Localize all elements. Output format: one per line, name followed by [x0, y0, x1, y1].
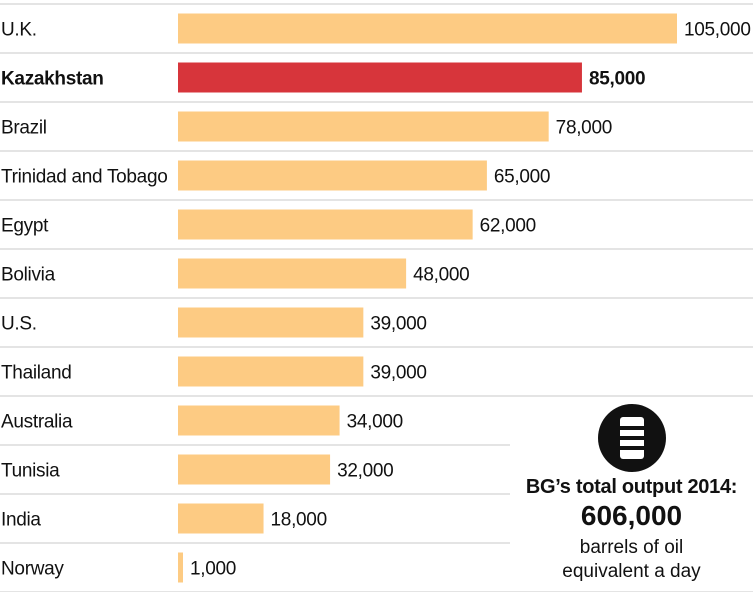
bar-india	[178, 503, 264, 534]
value-label: 39,000	[370, 363, 426, 384]
category-label: Kazakhstan	[1, 69, 104, 90]
category-label: Thailand	[1, 363, 71, 384]
category-label: Brazil	[1, 118, 47, 139]
bar-kazakhstan	[178, 62, 582, 93]
oil-barrel-icon	[598, 404, 666, 472]
category-label: Bolivia	[1, 265, 56, 286]
value-label: 39,000	[370, 314, 426, 335]
bar-u-s-	[178, 307, 364, 338]
category-label: Egypt	[1, 216, 49, 237]
category-label: Australia	[1, 412, 73, 433]
bar-norway	[178, 552, 183, 583]
value-label: 105,000	[684, 20, 751, 41]
value-label: 62,000	[480, 216, 536, 237]
bar-u-k-	[178, 13, 677, 44]
bar-brazil	[178, 111, 549, 142]
category-label: Norway	[1, 559, 64, 580]
value-label: 85,000	[589, 69, 645, 90]
value-label: 34,000	[347, 412, 403, 433]
bar-australia	[178, 405, 340, 436]
value-label: 48,000	[413, 265, 469, 286]
bar-tunisia	[178, 454, 331, 485]
callout-description-line1: barrels of oil	[579, 537, 684, 558]
value-label: 78,000	[556, 118, 612, 139]
callout-description-line2: equivalent a day	[562, 561, 701, 582]
callout-description: barrels of oil equivalent a day	[510, 536, 753, 584]
category-label: Trinidad and Tobago	[1, 167, 168, 188]
bar-bolivia	[178, 258, 407, 289]
value-label: 18,000	[271, 510, 327, 531]
total-output-callout: BG’s total output 2014: 606,000 barrels …	[510, 402, 753, 590]
callout-title: BG’s total output 2014:	[525, 476, 738, 498]
category-label: Tunisia	[1, 461, 60, 482]
bar-egypt	[178, 209, 473, 240]
category-label: U.S.	[1, 314, 37, 335]
value-label: 1,000	[190, 559, 236, 580]
value-label: 65,000	[494, 167, 550, 188]
value-label: 32,000	[337, 461, 393, 482]
category-label: U.K.	[1, 20, 37, 41]
category-label: India	[1, 510, 41, 531]
callout-total: 606,000	[580, 500, 683, 531]
bar-trinidad-and-tobago	[178, 160, 487, 191]
bar-thailand	[178, 356, 364, 387]
